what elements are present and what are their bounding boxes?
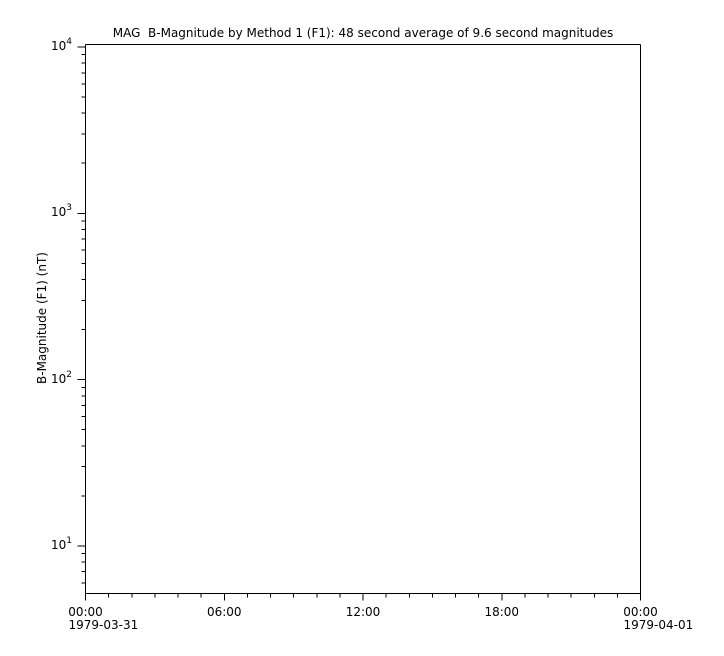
y-tick-label-base: 10 <box>50 38 67 53</box>
x-tick-label: 06:00 <box>206 605 242 619</box>
y-tick-label: 103 <box>26 203 72 220</box>
y-tick-label-exponent: 3 <box>66 203 72 214</box>
y-tick-label: 101 <box>26 535 72 553</box>
y-tick-label-exponent: 1 <box>66 535 72 546</box>
x-tick-label: 18:00 <box>484 605 520 619</box>
x-tick-label: 00:00 <box>623 605 658 619</box>
y-tick-label: 102 <box>26 369 72 387</box>
x-tick-label: 12:00 <box>345 605 381 619</box>
y-tick-label-exponent: 4 <box>66 36 72 47</box>
y-tick-label-base: 10 <box>50 205 67 220</box>
y-tick-label: 104 <box>26 36 72 54</box>
x-date-label: 1979-04-01 <box>623 618 694 632</box>
x-date-label: 1979-03-31 <box>68 618 139 632</box>
y-tick-label-exponent: 2 <box>66 369 72 380</box>
x-tick-label: 00:00 <box>68 605 103 619</box>
y-tick-label-base: 10 <box>50 537 67 552</box>
y-tick-label-base: 10 <box>50 371 67 386</box>
chart-title: MAG B-Magnitude by Method 1 (F1): 48 sec… <box>112 26 614 40</box>
